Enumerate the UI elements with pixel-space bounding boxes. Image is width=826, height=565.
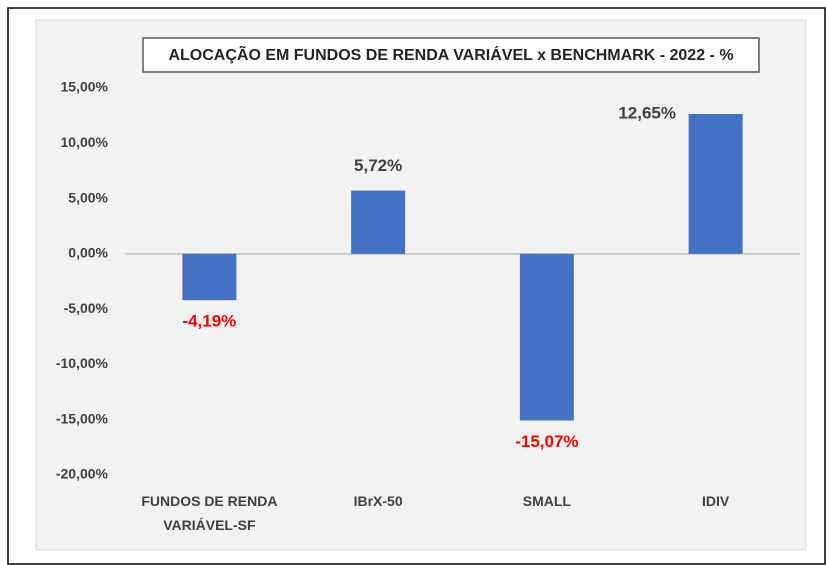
x-tick-label: IBrX-50 (353, 493, 403, 509)
bar (182, 253, 237, 301)
x-tick-label: IDIV (702, 493, 730, 509)
y-tick-label: 5,00% (68, 189, 108, 205)
data-label: -4,19% (182, 312, 236, 331)
bar (519, 253, 574, 421)
y-tick-label: -10,00% (56, 355, 109, 371)
y-tick-label: -20,00% (56, 466, 109, 482)
title-box (142, 37, 760, 73)
y-tick-label: -5,00% (64, 300, 109, 316)
x-tick-label: SMALL (522, 493, 571, 509)
data-label: -15,07% (515, 432, 578, 451)
data-label: 12,65% (618, 103, 676, 122)
chart-area (35, 19, 807, 551)
y-tick-label: 10,00% (61, 134, 109, 150)
data-label: 5,72% (354, 156, 402, 175)
y-tick-label: 0,00% (68, 245, 108, 261)
bar (351, 190, 406, 254)
x-tick-label: FUNDOS DE RENDA VARIÁVEL-SF (141, 493, 278, 533)
y-tick-label: -15,00% (56, 410, 109, 426)
bar (688, 113, 743, 254)
y-tick-label: 15,00% (61, 79, 109, 95)
chart-title: ALOCAÇÃO EM FUNDOS DE RENDA VARIÁVEL x B… (168, 44, 733, 64)
